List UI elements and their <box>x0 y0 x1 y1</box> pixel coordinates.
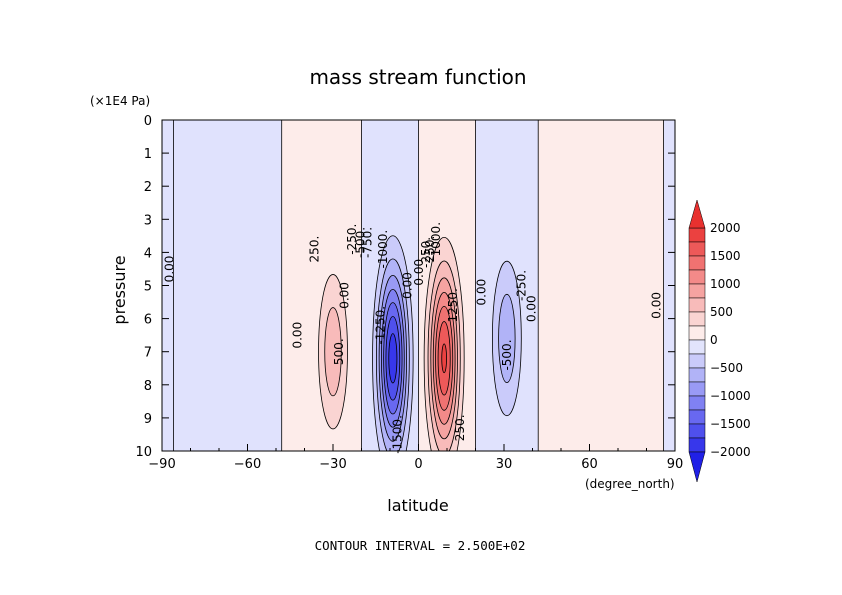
colorbar-label: 500 <box>710 305 733 319</box>
contour-label: -1000. <box>376 230 390 269</box>
x-tick-label: −30 <box>319 457 346 472</box>
y-tick-label: 2 <box>144 180 152 195</box>
colorbar-segment <box>688 409 706 425</box>
northern-hadley-cell-contour <box>441 343 447 374</box>
background-band <box>538 120 664 451</box>
y-tick-label: 7 <box>144 346 152 361</box>
colorbar-segment <box>688 339 706 355</box>
background-band <box>173 120 282 451</box>
contour-label: 250. <box>453 414 467 441</box>
colorbar-segment <box>688 381 706 397</box>
y-tick-label: 6 <box>144 313 152 328</box>
contour-label: -250. <box>514 270 528 301</box>
contour-label: -750. <box>360 227 374 258</box>
colorbar-label: 1000 <box>710 277 741 291</box>
x-tick-label: 90 <box>667 457 684 472</box>
contour-label: 0.00 <box>338 282 352 309</box>
colorbar-segment <box>688 367 706 383</box>
x-tick-label: 60 <box>581 457 598 472</box>
southern-ferrel-cell-contour <box>324 307 342 397</box>
colorbar-segment <box>688 255 706 271</box>
x-tick-label: 30 <box>496 457 513 472</box>
southern-hadley-cell-contour <box>388 333 398 384</box>
contour-label: 0.00 <box>524 295 538 322</box>
colorbar-label: −2000 <box>710 445 751 459</box>
contour-lines <box>172 120 664 451</box>
y-axis-label: pressure <box>110 255 129 324</box>
contour-label: 0.00 <box>412 259 426 286</box>
colorbar-segment <box>688 353 706 369</box>
y-tick-label: 4 <box>144 246 152 261</box>
contour-label: -250. <box>419 237 433 268</box>
contour-label: 0.00 <box>474 279 488 306</box>
colorbar-label: −1500 <box>710 417 751 431</box>
colorbar-segment <box>688 423 706 439</box>
y-tick-label: 0 <box>144 114 152 129</box>
y-tick-label: 10 <box>135 445 152 460</box>
contour-label: 1000. <box>429 222 443 256</box>
y-axis-ticks: 0 1 2 3 4 5 6 7 8 9 10 <box>135 114 675 460</box>
colorbar-segment <box>688 283 706 299</box>
colorbar-min-arrow <box>688 451 706 483</box>
colorbar-label: 2000 <box>710 221 741 235</box>
y-tick-label: 5 <box>144 280 152 295</box>
contour-label: -1500. <box>390 415 404 454</box>
x-unit-label: (degree_north) <box>585 477 675 491</box>
y-unit-label: (×1E4 Pa) <box>90 94 150 108</box>
colorbar-segment <box>688 325 706 341</box>
contour-label: 250. <box>308 236 322 263</box>
contour-label: 0.00 <box>291 322 305 349</box>
y-tick-label: 8 <box>144 379 152 394</box>
contour-label: 500. <box>332 338 346 365</box>
contour-label: 0.00 <box>650 292 664 319</box>
colorbar-segment <box>688 241 706 257</box>
colorbar-segment <box>688 227 706 243</box>
y-tick-label: 9 <box>144 412 152 427</box>
contour-label: -500. <box>500 339 514 370</box>
colorbar-segment <box>688 437 706 453</box>
y-tick-label: 1 <box>144 147 152 162</box>
colorbar-segment <box>688 395 706 411</box>
x-axis-label: latitude <box>387 496 448 515</box>
contour-label: -250. <box>345 224 359 255</box>
colorbar-segment <box>688 311 706 327</box>
contour-label: 250. <box>423 236 437 263</box>
x-axis-ticks: −90 −60 −30 0 30 60 90 <box>148 444 683 472</box>
x-tick-label: −60 <box>234 457 261 472</box>
x-tick-label: 0 <box>414 457 422 472</box>
contour-interval-text: CONTOUR INTERVAL = 2.500E+02 <box>315 538 526 553</box>
contour-label: 1250. <box>446 288 460 322</box>
northern-ferrel-cell-contour <box>498 293 516 384</box>
contour-label: -1250. <box>373 306 387 345</box>
colorbar-label: 0 <box>710 333 718 347</box>
contour-label: 0.00 <box>400 272 414 299</box>
colorbar-max-arrow <box>688 199 706 229</box>
contour-label: 0.00 <box>162 256 176 283</box>
chart-title: mass stream function <box>309 65 526 89</box>
colorbar-label: −500 <box>710 361 743 375</box>
contour-label: -500. <box>353 227 367 258</box>
colorbar-segment <box>688 269 706 285</box>
colorbar: 2000 1500 1000 500 0 −500 −1000 −1500 −2000 <box>688 199 751 483</box>
colorbar-label: 1500 <box>710 249 741 263</box>
x-tick-label: −90 <box>148 457 175 472</box>
colorbar-segment <box>688 297 706 313</box>
y-tick-label: 3 <box>144 213 152 228</box>
colorbar-label: −1000 <box>710 389 751 403</box>
